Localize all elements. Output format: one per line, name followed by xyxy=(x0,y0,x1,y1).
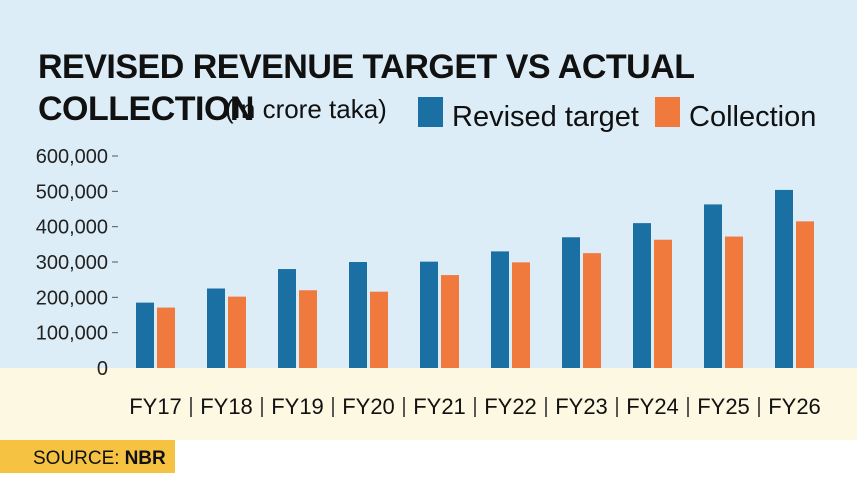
x-tick-label: FY19 xyxy=(271,394,324,419)
bar-revised-target-fy17 xyxy=(136,302,154,368)
legend-label-revised-target: Revised target xyxy=(452,101,639,133)
bar-collection-fy17 xyxy=(157,307,175,368)
y-tick-label: 600,000 xyxy=(36,146,108,168)
source-label: SOURCE: xyxy=(33,448,120,469)
x-tick-label: FY17 xyxy=(129,394,182,419)
bar-revised-target-fy26 xyxy=(775,189,793,368)
bar-revised-target-fy20 xyxy=(349,262,367,368)
x-tick-label: FY25 xyxy=(697,394,750,419)
x-tick-label: FY21 xyxy=(413,394,466,419)
legend-label-collection: Collection xyxy=(689,101,816,133)
unit-note: (In crore taka) xyxy=(225,94,387,124)
bar-collection-fy25 xyxy=(725,236,743,368)
footer-band xyxy=(0,368,857,440)
legend-swatch-collection xyxy=(655,97,680,127)
x-tick-label: FY20 xyxy=(342,394,395,419)
y-tick-label: 300,000 xyxy=(36,252,108,274)
source-text: SOURCE: NBR xyxy=(33,448,166,469)
x-tick-label: FY18 xyxy=(200,394,253,419)
bar-revised-target-fy19 xyxy=(278,269,296,368)
x-axis: FY17 FY18 FY19 FY20 FY21 FY22 FY23 FY24 FY25 FY26 xyxy=(129,394,821,419)
x-tick-label: FY26 xyxy=(768,394,821,419)
source-box xyxy=(0,440,175,473)
x-tick-label: FY23 xyxy=(555,394,608,419)
bar-revised-target-fy23 xyxy=(562,237,580,368)
bar-collection-fy26 xyxy=(796,221,814,368)
bar-collection-fy21 xyxy=(441,275,459,368)
legend-swatch-revised-target xyxy=(418,97,443,127)
x-tick-label: FY24 xyxy=(626,394,679,419)
y-axis: 0 100,000 200,000 300,000 400,000 500,000 600,… xyxy=(36,146,118,380)
bar-revised-target-fy21 xyxy=(420,261,438,368)
bar-collection-fy24 xyxy=(654,239,672,368)
source-value: NBR xyxy=(125,448,166,469)
bar-collection-fy20 xyxy=(370,291,388,368)
bar-revised-target-fy22 xyxy=(491,251,509,368)
bar-collection-fy19 xyxy=(299,290,317,368)
y-tick-label: 400,000 xyxy=(36,217,108,239)
bar-collection-fy22 xyxy=(512,262,530,368)
bar-revised-target-fy24 xyxy=(633,223,651,368)
y-tick-label: 100,000 xyxy=(36,323,108,345)
y-tick-label: 0 xyxy=(97,358,108,380)
x-tick-label: FY22 xyxy=(484,394,537,419)
bar-revised-target-fy18 xyxy=(207,288,225,368)
chart-title-line1: REVISED REVENUE TARGET VS ACTUAL xyxy=(38,48,695,86)
bar-collection-fy18 xyxy=(228,296,246,368)
y-tick-label: 200,000 xyxy=(36,287,108,309)
chart-title-line2: COLLECTION xyxy=(38,90,254,128)
bars xyxy=(136,189,814,368)
bar-collection-fy23 xyxy=(583,253,601,368)
y-tick-label: 500,000 xyxy=(36,181,108,203)
bar-revised-target-fy25 xyxy=(704,204,722,368)
